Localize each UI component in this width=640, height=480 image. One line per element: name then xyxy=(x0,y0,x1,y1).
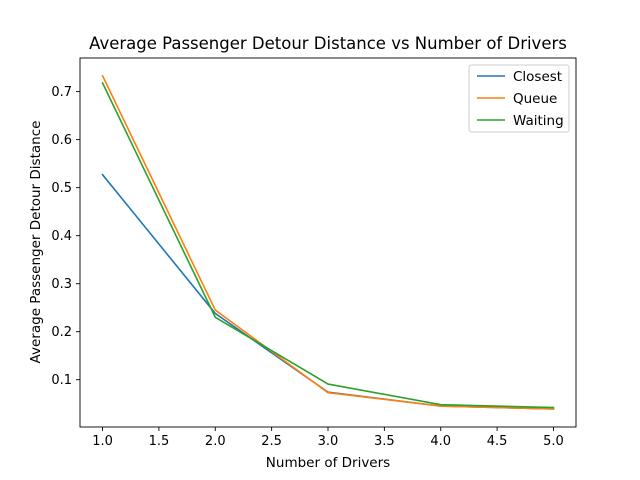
x-tick-label: 3.0 xyxy=(318,434,339,449)
y-axis-label: Average Passenger Detour Distance xyxy=(28,121,44,364)
x-tick-label: 2.0 xyxy=(205,434,226,449)
y-tick-label: 0.3 xyxy=(51,277,72,292)
series-line-queue xyxy=(101,74,555,410)
chart-title: Average Passenger Detour Distance vs Num… xyxy=(89,34,567,53)
legend-label-waiting: Waiting xyxy=(513,113,564,129)
plot-area: 1.0 1.5 2.0 2.5 3.0 3.5 4.0 4.5 5.0 0.1 0.2 0.3 0.4 0… xyxy=(51,57,577,449)
y-tick-label: 0.2 xyxy=(51,325,72,340)
y-tick-label: 0.6 xyxy=(51,133,72,148)
x-tick-label: 1.5 xyxy=(149,434,170,449)
y-tick-label: 0.4 xyxy=(51,229,72,244)
y-tick-label: 0.1 xyxy=(51,373,72,388)
legend: Closest Queue Waiting xyxy=(468,64,570,133)
y-tick-label: 0.7 xyxy=(51,85,72,100)
y-tick-label: 0.5 xyxy=(51,181,72,196)
legend-box xyxy=(468,64,570,133)
x-axis-label: Number of Drivers xyxy=(266,455,390,471)
x-tick-label: 4.0 xyxy=(430,434,451,449)
x-tick-label: 3.5 xyxy=(374,434,395,449)
legend-label-queue: Queue xyxy=(513,91,557,107)
legend-label-closest: Closest xyxy=(513,69,562,85)
x-tick-label: 1.0 xyxy=(92,434,113,449)
series-line-waiting xyxy=(101,81,555,409)
x-tick-label: 2.5 xyxy=(261,434,282,449)
series-line-closest xyxy=(101,173,555,410)
x-tick-label: 4.5 xyxy=(487,434,508,449)
x-tick-label: 5.0 xyxy=(543,434,564,449)
